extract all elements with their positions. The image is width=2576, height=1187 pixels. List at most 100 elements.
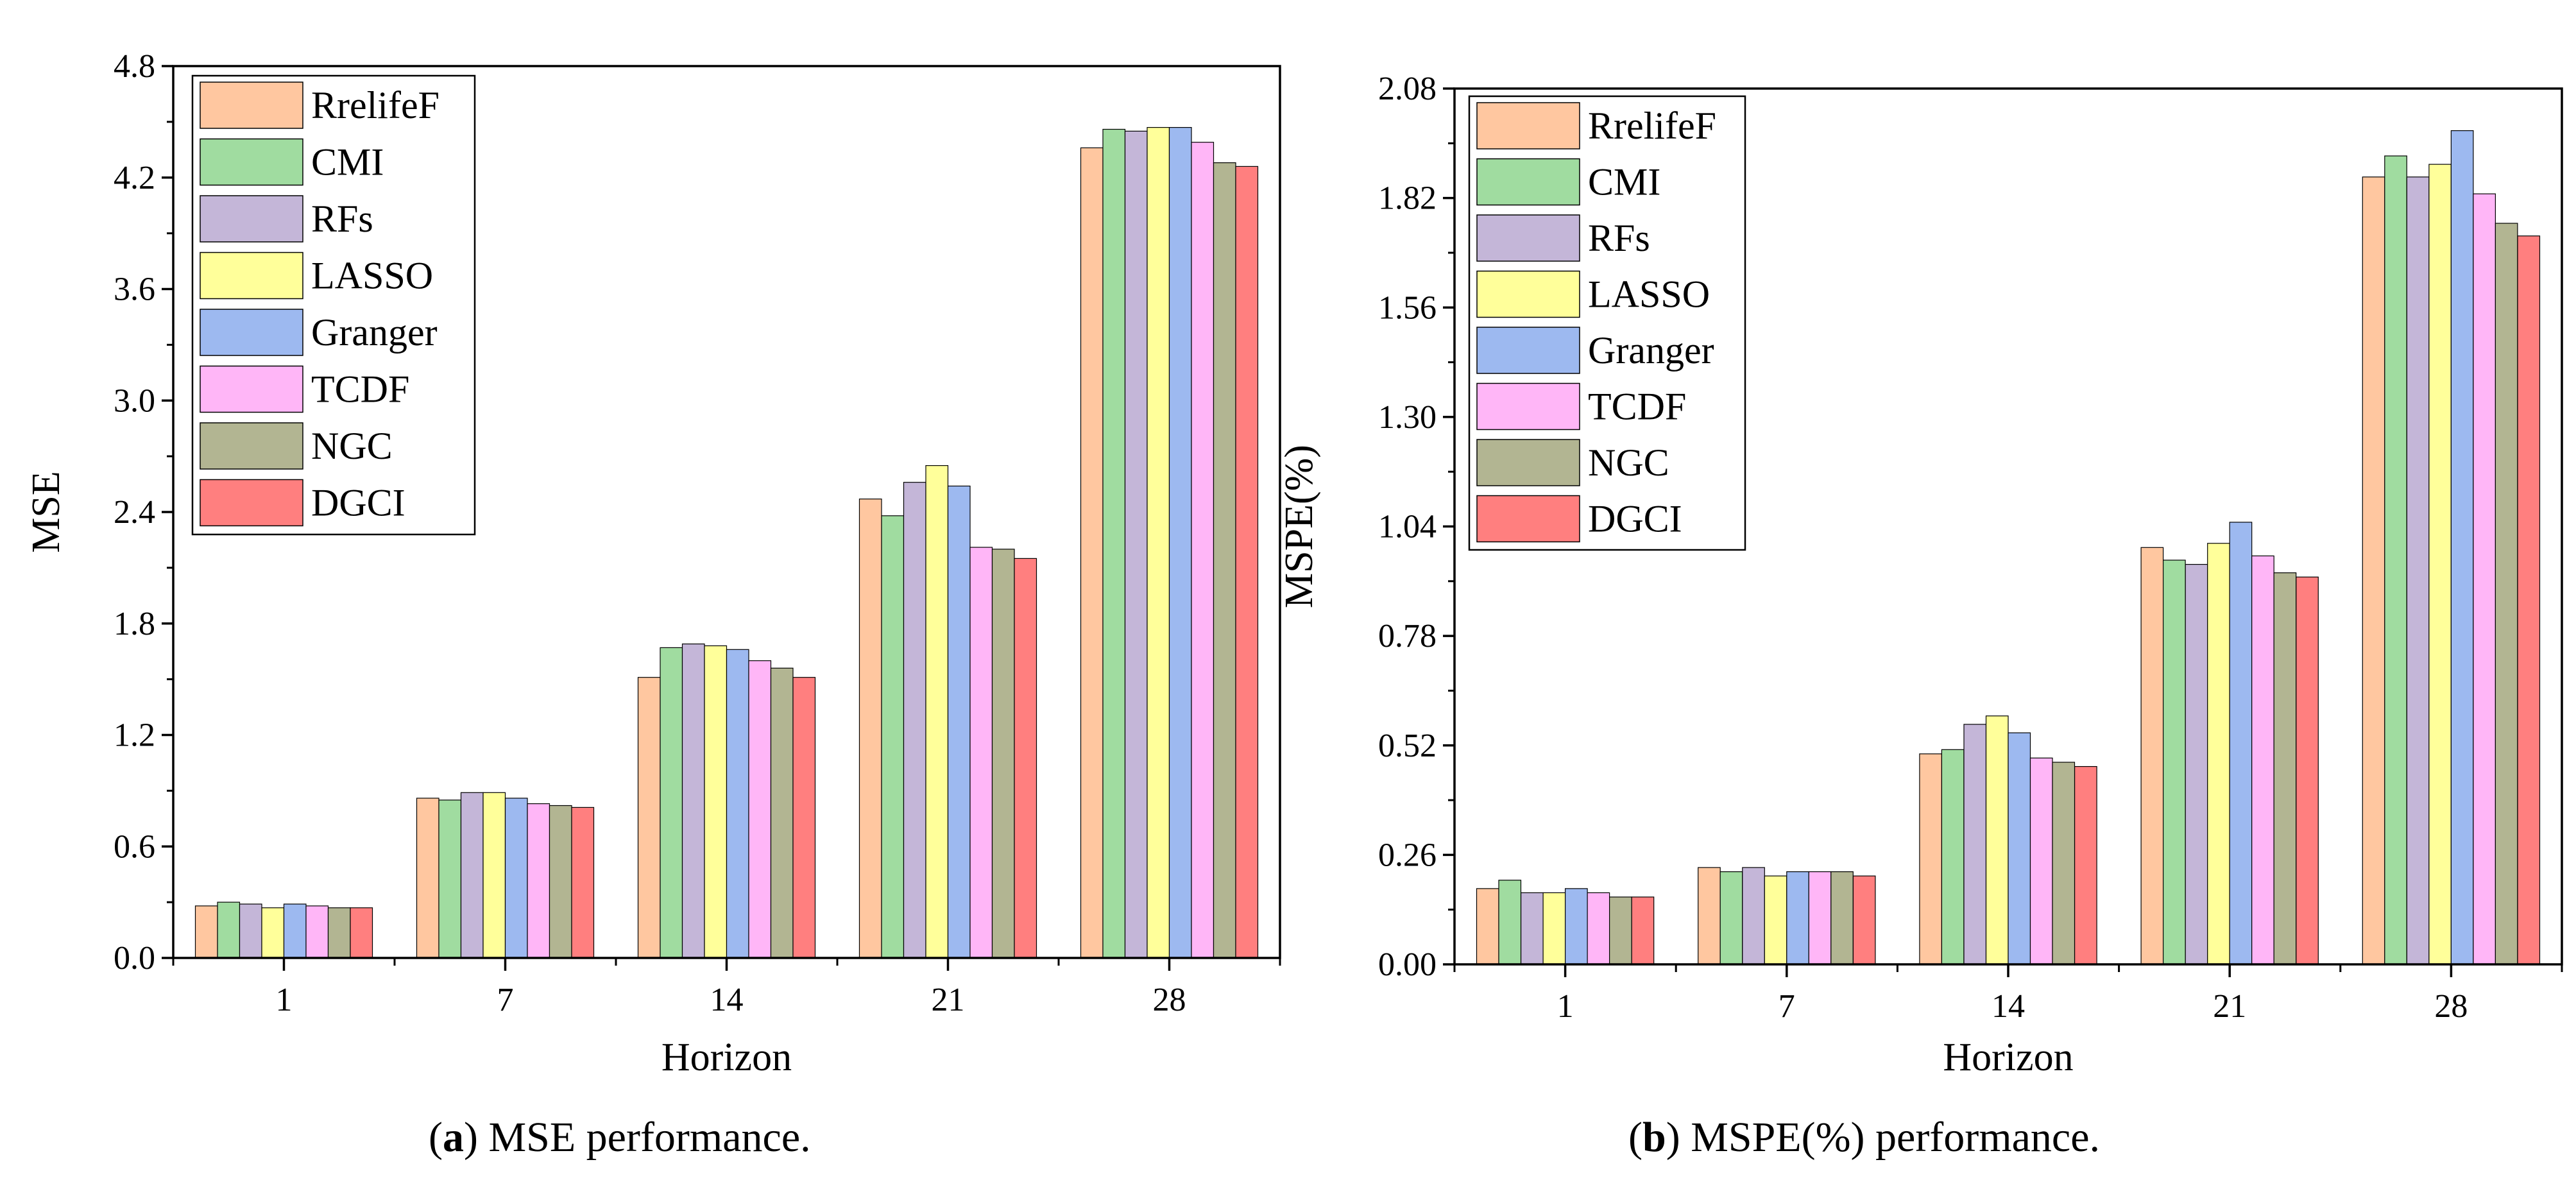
legend-label-RrelifeF: RrelifeF xyxy=(311,84,439,126)
caption-b-letter: b xyxy=(1642,1114,1666,1161)
bar-TCDF-21 xyxy=(969,547,993,959)
y-tick-label: 1.30 xyxy=(1378,399,1437,436)
legend-label-RFs: RFs xyxy=(1588,217,1650,259)
legend-swatch-NGC xyxy=(200,422,303,470)
legend-swatch-NGC xyxy=(1476,439,1580,486)
bar-LASSO-21 xyxy=(2207,543,2230,965)
bar-NGC-1 xyxy=(1609,896,1632,965)
legend-swatch-LASSO xyxy=(200,252,303,300)
bar-DGCI-21 xyxy=(1014,558,1037,959)
y-tick-label: 2.08 xyxy=(1378,71,1437,107)
x-tick-label: 1 xyxy=(1557,988,1574,1025)
x-tick-label: 21 xyxy=(932,982,965,1018)
legend-label-Granger: Granger xyxy=(1588,329,1714,371)
bar-CMI-14 xyxy=(1941,749,1965,965)
bar-CMI-28 xyxy=(2384,155,2407,965)
legend-label-TCDF: TCDF xyxy=(1588,386,1686,428)
bar-RFs-1 xyxy=(1521,892,1544,965)
bar-DGCI-14 xyxy=(792,677,816,959)
bar-TCDF-1 xyxy=(1587,892,1610,965)
y-tick-label: 0.26 xyxy=(1378,837,1437,873)
y-tick-label: 3.6 xyxy=(114,271,155,308)
legend-label-NGC: NGC xyxy=(1588,441,1669,484)
bar-RrelifeF-28 xyxy=(1080,147,1104,959)
bar-RFs-28 xyxy=(2406,176,2430,965)
legend-swatch-RrelifeF xyxy=(200,81,303,129)
bar-LASSO-28 xyxy=(2428,164,2452,965)
y-axis-label: MSE xyxy=(24,471,68,552)
bar-RFs-7 xyxy=(460,792,484,959)
bar-RrelifeF-21 xyxy=(858,499,882,959)
bar-Granger-14 xyxy=(2008,732,2031,965)
legend-swatch-RFs xyxy=(1476,214,1580,262)
bar-TCDF-28 xyxy=(2473,193,2496,965)
bar-CMI-7 xyxy=(1719,871,1743,965)
legend-label-TCDF: TCDF xyxy=(311,368,409,411)
bar-RFs-21 xyxy=(2185,563,2208,965)
bar-RrelifeF-7 xyxy=(416,798,439,959)
bar-RrelifeF-7 xyxy=(1698,867,1721,965)
y-tick-label: 0.52 xyxy=(1378,728,1437,764)
bar-CMI-21 xyxy=(881,515,905,959)
y-tick-label: 3.0 xyxy=(114,382,155,419)
bar-Granger-21 xyxy=(947,485,971,959)
bar-RrelifeF-14 xyxy=(637,677,661,959)
bar-Granger-7 xyxy=(1786,871,1809,965)
x-axis-label: Horizon xyxy=(661,1036,792,1079)
legend-swatch-DGCI xyxy=(200,479,303,527)
legend-label-RrelifeF: RrelifeF xyxy=(1588,105,1716,147)
x-tick-label: 7 xyxy=(497,982,514,1018)
bar-TCDF-7 xyxy=(1808,871,1832,965)
bar-NGC-14 xyxy=(2052,762,2076,965)
y-tick-label: 2.4 xyxy=(114,494,155,531)
x-tick-label: 14 xyxy=(710,982,744,1018)
bar-RFs-21 xyxy=(903,482,926,959)
legend-swatch-DGCI xyxy=(1476,495,1580,543)
bar-DGCI-21 xyxy=(2296,576,2319,965)
bar-LASSO-7 xyxy=(1764,875,1787,965)
bar-NGC-21 xyxy=(991,549,1015,959)
bar-LASSO-14 xyxy=(1985,715,2009,965)
bar-NGC-28 xyxy=(1213,162,1236,959)
bar-RFs-7 xyxy=(1742,867,1765,965)
y-tick-label: 0.6 xyxy=(114,828,155,865)
legend-swatch-TCDF xyxy=(200,365,303,413)
legend-label-RFs: RFs xyxy=(311,198,373,240)
legend-swatch-Granger xyxy=(200,309,303,356)
bar-RFs-14 xyxy=(681,643,705,959)
bar-CMI-28 xyxy=(1102,128,1126,959)
y-tick-label: 0.00 xyxy=(1378,946,1437,983)
bar-RrelifeF-14 xyxy=(1919,753,1942,965)
legend-swatch-CMI xyxy=(1476,158,1580,206)
legend-label-LASSO: LASSO xyxy=(1588,273,1710,316)
bar-Granger-14 xyxy=(726,649,749,959)
caption-a-text: MSE performance. xyxy=(477,1114,811,1161)
caption-b-text: MSPE(%) performance. xyxy=(1680,1114,2100,1161)
legend-swatch-Granger xyxy=(1476,327,1580,374)
x-tick-label: 28 xyxy=(2434,988,2468,1025)
bar-LASSO-28 xyxy=(1147,127,1170,959)
bar-DGCI-7 xyxy=(571,807,595,959)
legend-swatch-TCDF xyxy=(1476,382,1580,431)
bar-DGCI-28 xyxy=(1235,166,1259,959)
y-tick-label: 1.2 xyxy=(114,717,155,754)
bar-LASSO-21 xyxy=(925,465,949,959)
bar-TCDF-7 xyxy=(527,803,550,959)
bar-CMI-1 xyxy=(1498,880,1522,965)
bar-RFs-1 xyxy=(239,903,262,959)
legend-swatch-RrelifeF xyxy=(1476,102,1580,149)
y-tick-label: 4.2 xyxy=(114,160,155,196)
legend-label-NGC: NGC xyxy=(311,425,393,467)
bar-RFs-28 xyxy=(1124,130,1148,959)
bar-RrelifeF-1 xyxy=(194,905,218,959)
mse-chart: 0.0 0.6 1.2 1.8 2.4 3.0 3.6 4.2 4.8 1 7 14 21 28 Horiz… xyxy=(24,48,1281,1079)
y-tick-label: 4.8 xyxy=(114,48,155,85)
bar-RrelifeF-1 xyxy=(1476,888,1499,965)
bar-RrelifeF-21 xyxy=(2140,547,2164,965)
bar-NGC-14 xyxy=(770,667,794,959)
mspe-chart: 0.00 0.26 0.52 0.78 1.04 1.30 1.56 1.82 2.08 1 7 14… xyxy=(1277,71,2563,1079)
legend-label-Granger: Granger xyxy=(311,311,438,354)
x-tick-label: 1 xyxy=(276,982,293,1018)
bar-CMI-14 xyxy=(660,647,683,959)
